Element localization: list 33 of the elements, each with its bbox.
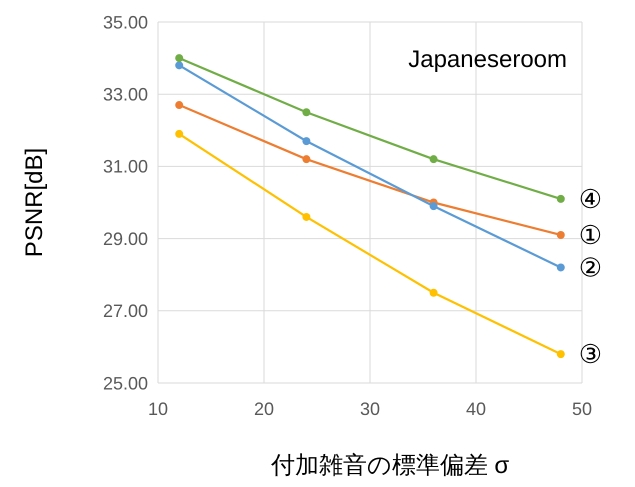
point bbox=[302, 155, 310, 164]
point bbox=[175, 61, 184, 70]
point bbox=[175, 101, 184, 110]
x-axis-title: 付加雑音の標準偏差 σ bbox=[270, 452, 510, 479]
y-tick-label: 35.00 bbox=[102, 12, 148, 32]
series-label: ④ bbox=[578, 184, 602, 214]
point bbox=[556, 263, 565, 272]
y-tick-label: 29.00 bbox=[102, 228, 148, 249]
x-tick-label: 10 bbox=[148, 399, 168, 419]
point bbox=[430, 155, 438, 164]
x-tick-label: 50 bbox=[572, 399, 592, 419]
point bbox=[302, 212, 310, 221]
series-label: ① bbox=[578, 220, 602, 250]
point bbox=[302, 137, 310, 146]
point bbox=[430, 288, 438, 297]
point bbox=[556, 350, 565, 358]
point bbox=[302, 108, 310, 116]
point bbox=[175, 54, 184, 62]
y-axis-title: PSNR[dB] bbox=[21, 148, 48, 258]
point bbox=[175, 130, 184, 138]
point bbox=[556, 230, 565, 239]
x-tick-label: 20 bbox=[254, 399, 274, 419]
point bbox=[430, 202, 438, 210]
x-tick-label: 30 bbox=[360, 399, 380, 419]
y-tick-label: 33.00 bbox=[102, 84, 148, 104]
x-tick-label: 40 bbox=[466, 399, 486, 419]
series-label: ③ bbox=[578, 339, 602, 370]
series-label: ② bbox=[578, 252, 602, 283]
y-tick-label: 25.00 bbox=[102, 373, 148, 394]
annotation: Japaneseroom bbox=[408, 46, 567, 73]
point bbox=[556, 194, 565, 203]
y-tick-label: 31.00 bbox=[102, 156, 148, 177]
y-tick-label: 27.00 bbox=[102, 301, 148, 322]
